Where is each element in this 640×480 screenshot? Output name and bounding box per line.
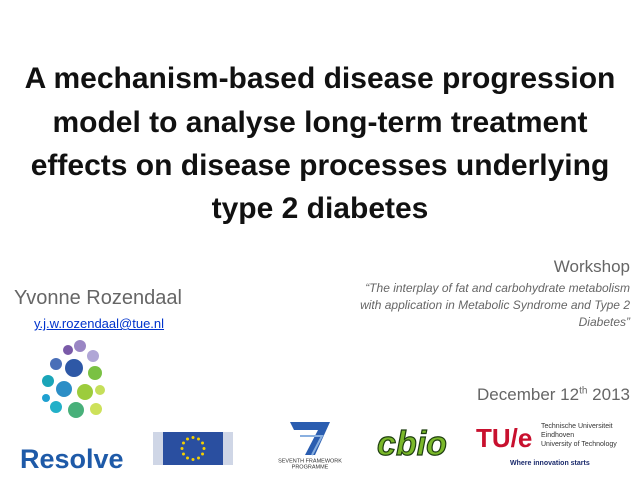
fp7-text: SEVENTH FRAMEWORK (278, 458, 342, 464)
title-line: model to analyse long-term treatment (52, 106, 588, 139)
eu-flag (153, 432, 233, 465)
resolve-text: Resolve (20, 444, 124, 474)
date-ordinal: th (579, 385, 588, 397)
title-line: A mechanism-based disease progression (24, 62, 616, 95)
eu-star (186, 456, 189, 460)
eu-star (202, 447, 206, 450)
event-label: Workshop (553, 257, 630, 276)
eu-star (197, 456, 200, 460)
date-main: December 12 (477, 385, 580, 404)
tue-line: University of Technology (541, 441, 617, 448)
event-quote: “The interplay of fat and carbohydrate m… (365, 281, 630, 295)
eu-star (181, 441, 185, 445)
eu-star (201, 452, 205, 456)
author-name: Yvonne Rozendaal (14, 287, 182, 309)
eu-star (201, 441, 205, 445)
tue-line: Eindhoven (541, 432, 574, 439)
date: December 12th 2013 (477, 385, 630, 405)
tue-line: Technische Universiteit (541, 423, 613, 430)
date-year: 2013 (592, 385, 630, 404)
title-line: type 2 diabetes (211, 192, 429, 225)
eu-star (186, 437, 189, 441)
title-line: effects on disease processes underlying (30, 149, 610, 182)
event-quote: with application in Metabolic Syndrome a… (360, 298, 630, 312)
cbio-logo: cbio (376, 424, 447, 463)
eu-star (191, 436, 195, 439)
fp7-logo: SEVENTH FRAMEWORK PROGRAMME (278, 422, 342, 470)
author-email[interactable]: y.j.w.rozendaal@tue.nl (34, 316, 165, 331)
tue-logo: TU/e Technische Universiteit Eindhoven U… (476, 423, 617, 467)
cbio-text: cbio (377, 425, 447, 463)
resolve-logo: Resolve (20, 340, 124, 474)
eu-star (197, 437, 200, 441)
eu-star (181, 452, 185, 456)
tue-mark: TU/e (476, 423, 532, 453)
fp7-text: PROGRAMME (292, 464, 329, 470)
tue-slogan: Where innovation starts (510, 460, 590, 467)
eu-star (191, 458, 195, 461)
eu-star (180, 447, 184, 450)
event-quote: Diabetes” (578, 315, 630, 329)
